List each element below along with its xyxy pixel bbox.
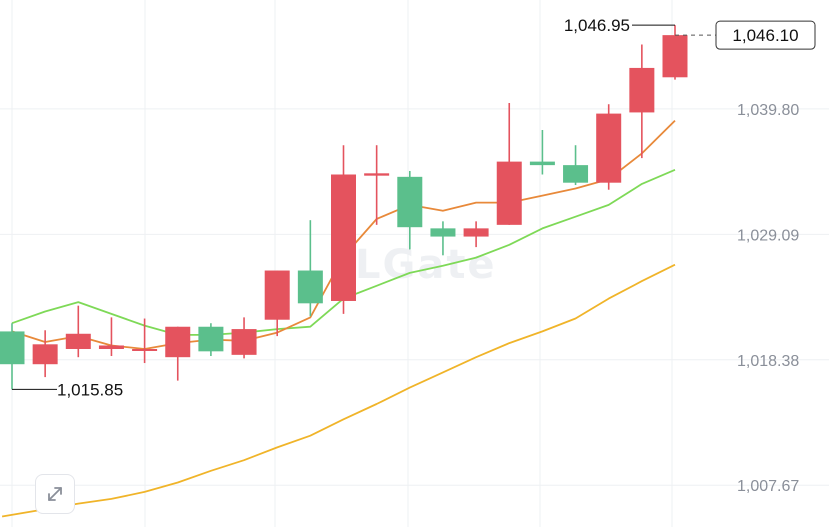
annotations: 1,046.10 1,046.95 1,015.85 [12, 16, 816, 399]
y-tick-label: 1,007.67 [737, 478, 799, 495]
candle-body-up [364, 173, 390, 176]
candle-body-down [198, 326, 224, 352]
watermark-logo: LGate [355, 242, 497, 288]
candle-body-up [98, 345, 124, 349]
candle-body-down [297, 270, 323, 304]
candle-body-up [496, 161, 522, 225]
expand-arrows-icon [48, 487, 62, 501]
candle-body-up [596, 113, 622, 183]
candle-body-up [463, 228, 489, 237]
candle-body-down [397, 176, 423, 228]
candle-body-down [0, 331, 25, 365]
y-axis-ticks: 1,039.80 1,029.09 1,018.38 1,007.67 [737, 102, 799, 495]
high-label: 1,046.95 [564, 16, 630, 35]
low-label: 1,015.85 [57, 380, 123, 399]
candle-body-up [662, 35, 688, 78]
candle-body-up [264, 270, 290, 320]
candle-body-up [32, 344, 58, 365]
y-tick-label: 1,039.80 [737, 102, 799, 119]
candle-body-up [165, 326, 191, 358]
expand-chart-button[interactable] [35, 474, 75, 514]
y-tick-label: 1,029.09 [737, 227, 799, 244]
candle-body-down [563, 165, 589, 183]
last-price-box [715, 20, 816, 50]
candle-body-down [529, 161, 555, 166]
ma-long-line [1, 263, 676, 518]
candle-body-up [65, 333, 91, 349]
candle-body-up [132, 348, 158, 351]
candle-body-up [331, 174, 356, 301]
y-tick-label: 1,018.38 [737, 353, 799, 370]
candle-body-up [231, 329, 257, 355]
candle-body-down [430, 228, 456, 237]
candles [0, 25, 688, 390]
last-price-label: 1,046.10 [732, 26, 798, 45]
candle-body-up [629, 67, 655, 113]
